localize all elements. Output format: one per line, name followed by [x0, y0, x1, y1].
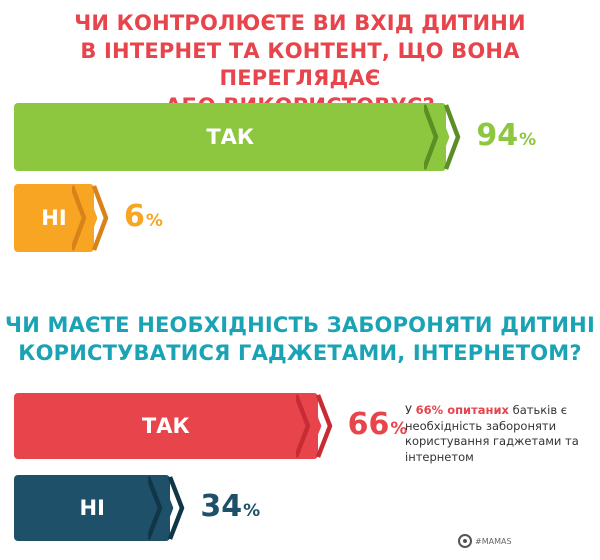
q2-no-chevron-icon — [148, 476, 185, 540]
q2-bar-yes-label: ТАК — [141, 414, 190, 438]
q2-bar-no-label: НІ — [79, 496, 105, 520]
q2-title: ЧИ МАЄТЕ НЕОБХІДНІСТЬ ЗАБОРОНЯТИ ДИТИНІ … — [0, 312, 600, 367]
logo-icon — [458, 534, 472, 548]
q2-bar-yes: ТАК — [14, 393, 332, 459]
q1-yes-chevron-icon — [424, 104, 461, 170]
q2-note: У 66% опитаних батьків є необхідність за… — [405, 403, 595, 465]
q1-bar-yes-label: ТАК — [206, 125, 255, 149]
q2-yes-chevron-icon-stroke-2 — [304, 394, 321, 458]
q2-yes-chevron-icon — [295, 394, 332, 458]
q1-value-no: 6 % — [124, 199, 163, 234]
q1-bar-no: НІ — [14, 184, 109, 252]
q2-no-chevron-icon-stroke-1 — [148, 476, 163, 540]
q1-bar-no-label: НІ — [41, 206, 67, 230]
q2-title-line-1: ЧИ МАЄТЕ НЕОБХІДНІСТЬ ЗАБОРОНЯТИ ДИТИНІ — [5, 313, 595, 337]
q1-value-no-unit: % — [145, 211, 163, 231]
q1-value-yes-unit: % — [519, 130, 537, 150]
q2-yes-chevron-icon-stroke-3 — [315, 394, 332, 458]
q1-value-no-number: 6 — [124, 199, 145, 234]
q1-title-line-1: ЧИ КОНТРОЛЮЄТЕ ВИ ВХІД ДИТИНИ — [74, 11, 526, 35]
brand-logo: #MAMAS — [458, 534, 512, 548]
q2-title-line-2: КОРИСТУВАТИСЯ ГАДЖЕТАМИ, ІНТЕРНЕТОМ? — [18, 340, 582, 365]
q1-no-chevron-icon-stroke-3 — [91, 185, 109, 251]
q1-yes-chevron-icon-stroke-2 — [433, 104, 450, 170]
q2-note-prefix: У — [405, 403, 413, 417]
q2-note-text: батьків є необхідність забороняти корист… — [405, 403, 579, 464]
q2-no-chevron-icon-stroke-2 — [157, 476, 174, 540]
q1-bar-yes: ТАК — [14, 103, 461, 171]
logo-text: #MAMAS — [475, 536, 512, 546]
q2-value-no-number: 34 — [200, 489, 243, 524]
q2-value-yes-number: 66 — [347, 407, 390, 442]
q1-value-yes: 94 % — [476, 118, 536, 153]
q1-title-line-2: В ІНТЕРНЕТ ТА КОНТЕНТ, ЩО ВОНА ПЕРЕГЛЯДА… — [80, 38, 520, 91]
q2-value-yes: 66 % — [348, 407, 408, 442]
q2-value-no: 34 % — [200, 489, 260, 524]
q1-value-yes-number: 94 — [476, 118, 519, 153]
q2-yes-chevron-icon-stroke-1 — [295, 394, 310, 458]
q1-yes-chevron-icon-stroke-1 — [424, 104, 439, 170]
q2-no-chevron-icon-stroke-3 — [168, 476, 185, 540]
q2-value-yes-unit: % — [390, 419, 408, 439]
q2-note-highlight: 66% опитаних — [415, 403, 509, 417]
q1-no-chevron-icon-stroke-2 — [80, 185, 98, 251]
q1-yes-chevron-icon-stroke-3 — [444, 104, 461, 170]
q1-no-chevron-icon — [72, 185, 109, 251]
q1-no-chevron-icon-stroke-1 — [72, 185, 87, 251]
q2-value-no-unit: % — [243, 501, 261, 521]
q2-bar-no: НІ — [14, 475, 185, 541]
